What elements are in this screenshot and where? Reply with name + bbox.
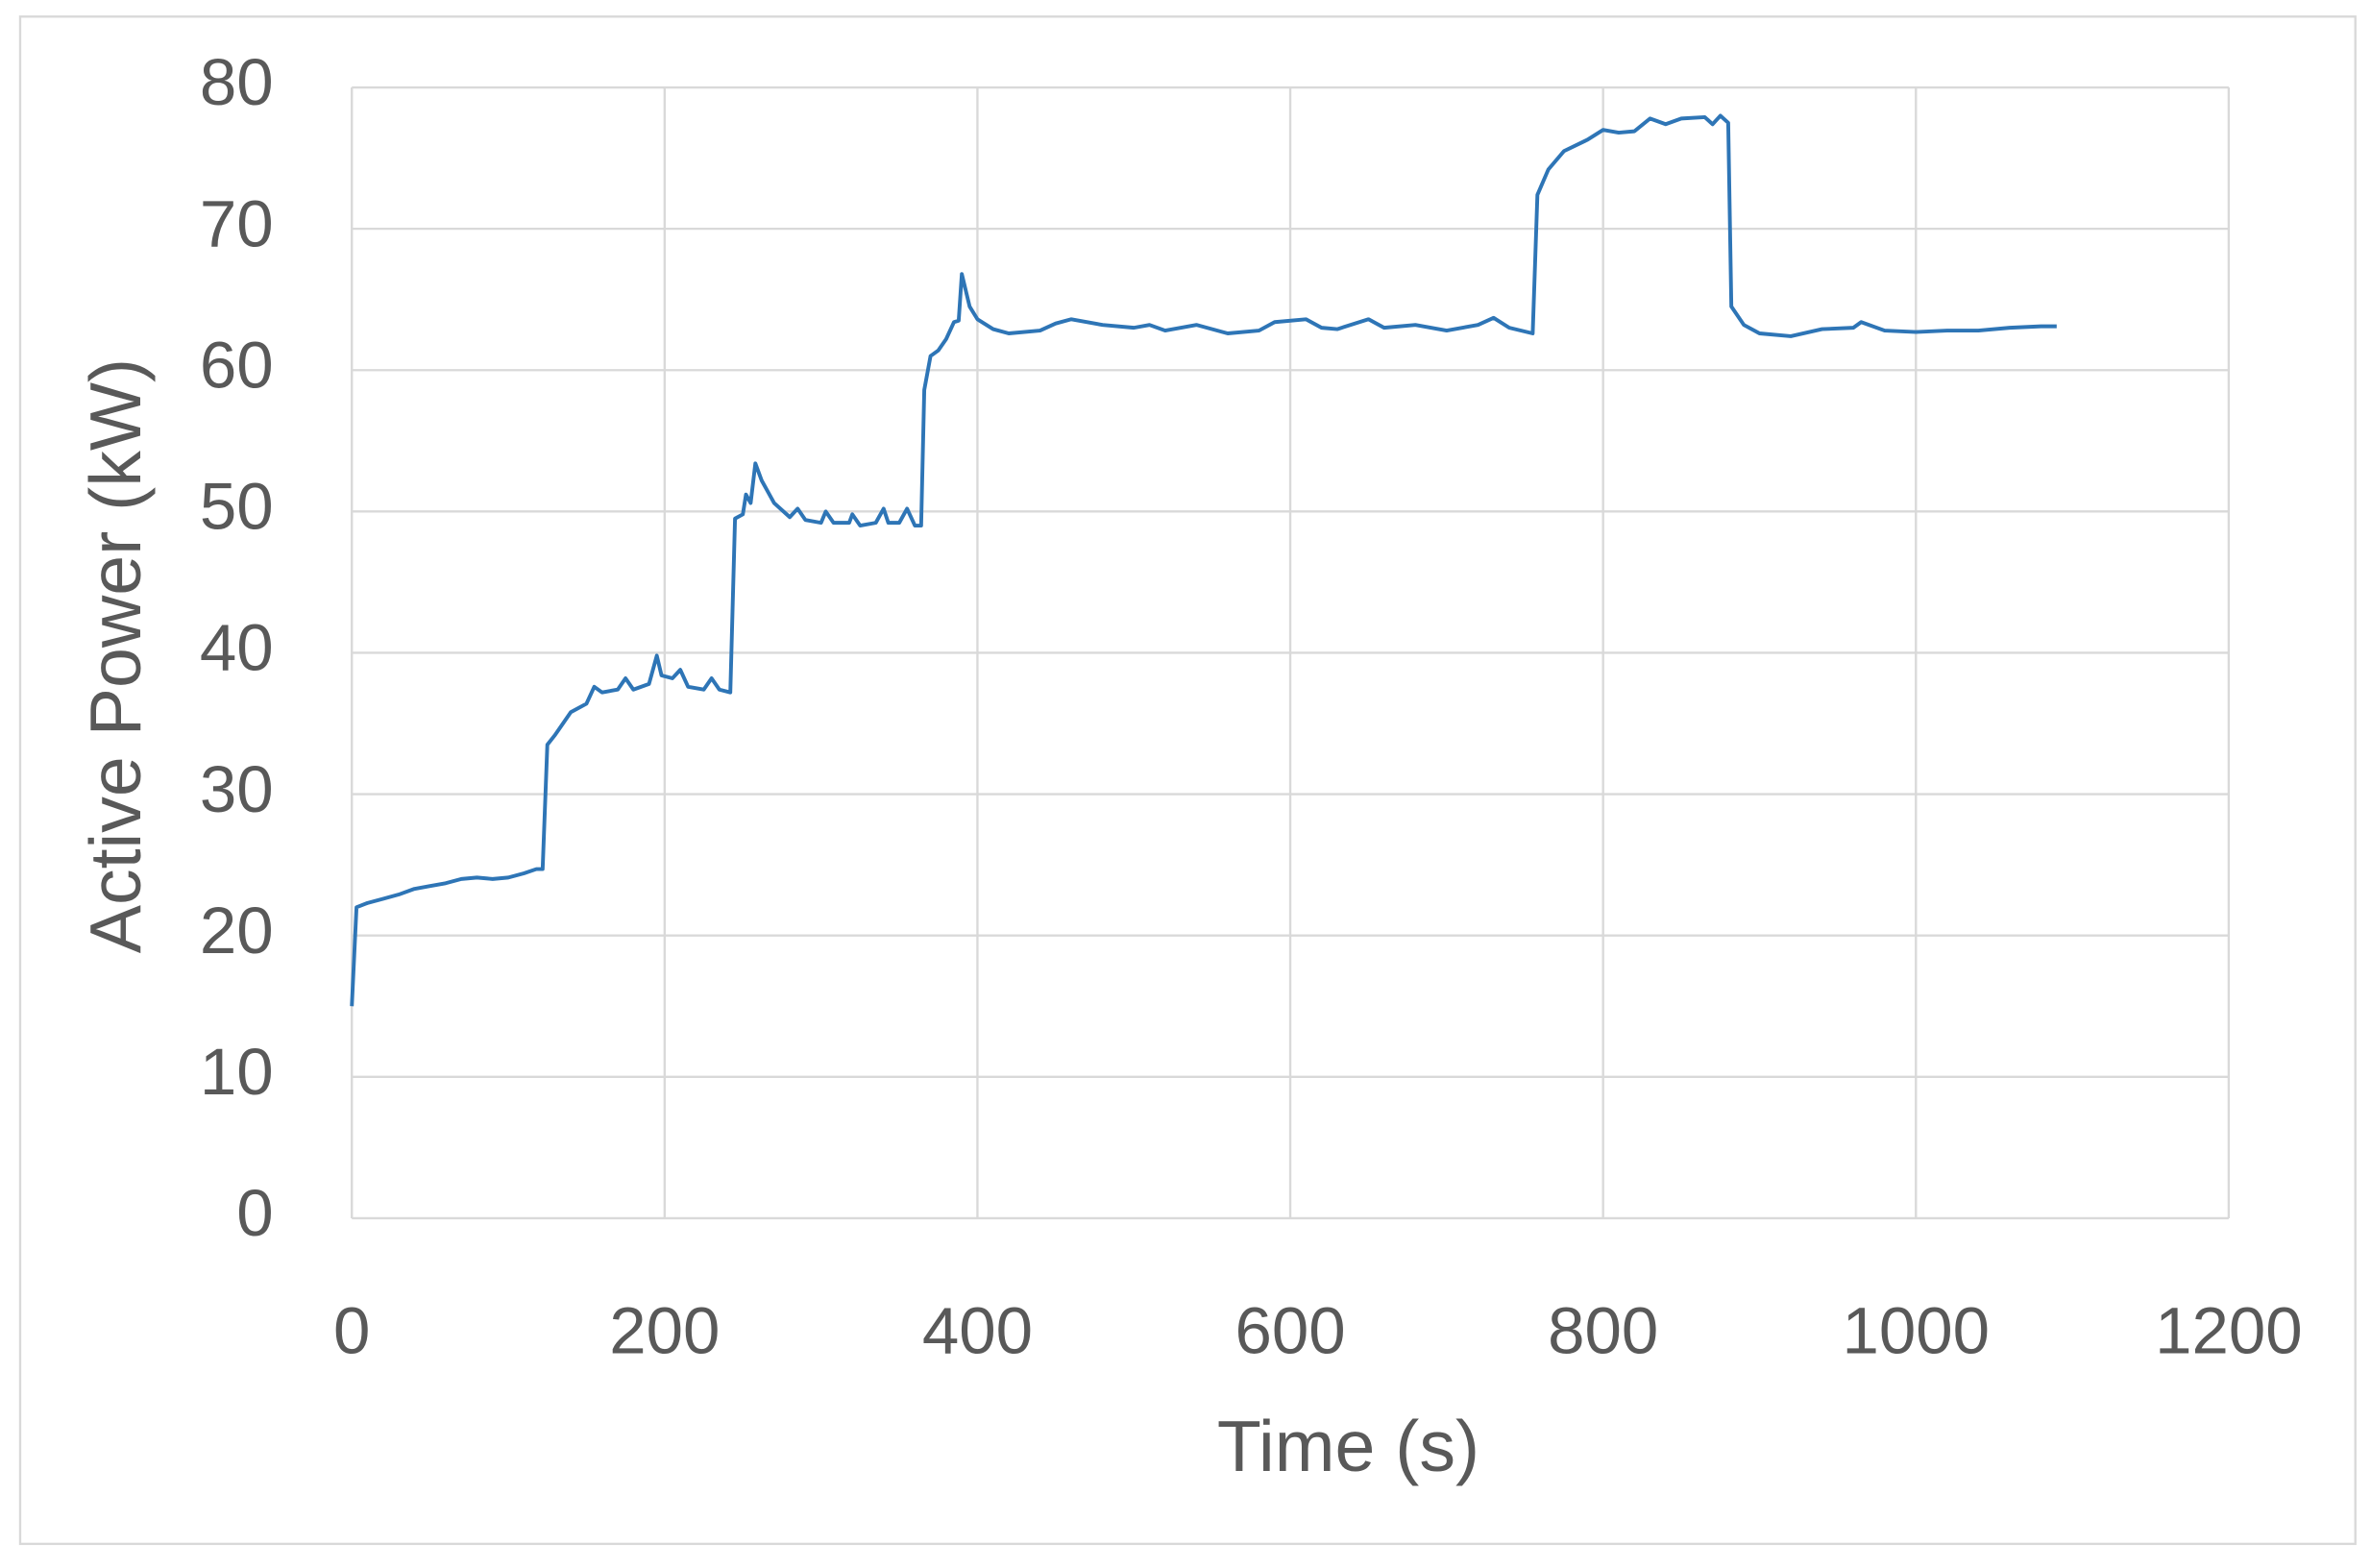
x-tick-label: 1000 [1843,1293,1991,1368]
y-tick-label: 80 [200,44,274,119]
chart-border [18,15,2357,1546]
y-tick-label: 50 [200,469,274,544]
y-tick-label: 0 [236,1175,273,1250]
y-tick-label: 40 [200,610,274,685]
x-tick-label: 0 [333,1293,370,1368]
x-tick-label: 400 [922,1293,1033,1368]
x-tick-label: 200 [609,1293,720,1368]
x-tick-label: 800 [1548,1293,1658,1368]
x-tick-label: 600 [1234,1293,1345,1368]
x-axis-title: Time (s) [1217,1406,1479,1486]
y-axis-title: Active Power (kW) [75,358,156,953]
data-line [350,113,2057,1007]
x-tick-label: 1200 [2155,1293,2303,1368]
y-tick-label: 70 [200,185,274,260]
y-tick-label: 10 [200,1034,274,1109]
y-tick-label: 20 [200,893,274,968]
y-tick-label: 60 [200,327,274,402]
y-tick-label: 30 [200,751,274,826]
